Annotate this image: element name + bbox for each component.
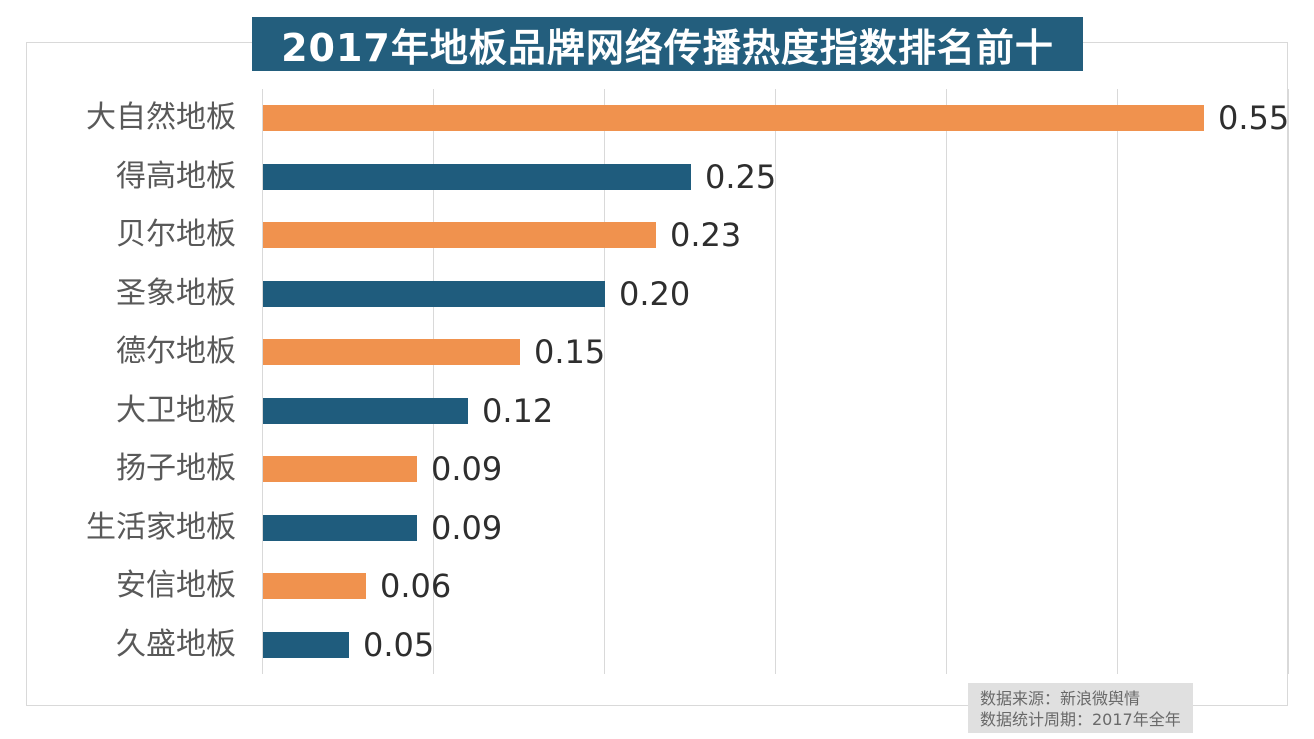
value-label: 0.09 xyxy=(431,450,503,488)
category-label: 德尔地板 xyxy=(116,334,236,369)
bar xyxy=(263,164,691,190)
gridline xyxy=(262,89,263,674)
value-label: 0.20 xyxy=(619,275,691,313)
value-label: 0.25 xyxy=(705,158,777,196)
category-label: 圣象地板 xyxy=(116,276,236,311)
gridline xyxy=(775,89,776,674)
category-label: 生活家地板 xyxy=(86,510,236,545)
bar xyxy=(263,632,349,658)
category-label: 贝尔地板 xyxy=(116,217,236,252)
value-label: 0.09 xyxy=(431,509,503,547)
bar xyxy=(263,105,1204,131)
plot-area: 大自然地板 0.55 得高地板 0.25 贝尔地板 0.23 圣象地板 0.20 德尔地板 0.1… xyxy=(86,89,1290,674)
chart-title: 2017年地板品牌网络传播热度指数排名前十 xyxy=(281,25,1054,70)
category-label: 安信地板 xyxy=(116,568,236,603)
bar xyxy=(263,222,656,248)
data-source-note: 数据来源：新浪微舆情 数据统计周期：2017年全年 xyxy=(968,683,1193,733)
value-label: 0.15 xyxy=(534,333,606,371)
gridline xyxy=(604,89,605,674)
category-label: 大卫地板 xyxy=(116,393,236,428)
value-label: 0.06 xyxy=(380,567,452,605)
category-label: 大自然地板 xyxy=(86,100,236,135)
data-period-line: 数据统计周期：2017年全年 xyxy=(980,710,1181,729)
bar xyxy=(263,456,417,482)
category-label: 扬子地板 xyxy=(116,451,236,486)
data-source-line: 数据来源：新浪微舆情 xyxy=(980,689,1141,708)
category-label: 久盛地板 xyxy=(116,627,236,662)
gridline xyxy=(1117,89,1118,674)
bar xyxy=(263,339,520,365)
chart-title-banner: 2017年地板品牌网络传播热度指数排名前十 xyxy=(252,17,1083,71)
bar xyxy=(263,573,366,599)
value-label: 0.55 xyxy=(1218,99,1290,137)
category-label: 得高地板 xyxy=(116,159,236,194)
value-label: 0.12 xyxy=(482,392,554,430)
value-label: 0.05 xyxy=(363,626,435,664)
bar xyxy=(263,398,468,424)
value-label: 0.23 xyxy=(670,216,742,254)
bar xyxy=(263,515,417,541)
gridline xyxy=(946,89,947,674)
bar xyxy=(263,281,605,307)
gridline xyxy=(433,89,434,674)
gridline xyxy=(1288,89,1289,674)
